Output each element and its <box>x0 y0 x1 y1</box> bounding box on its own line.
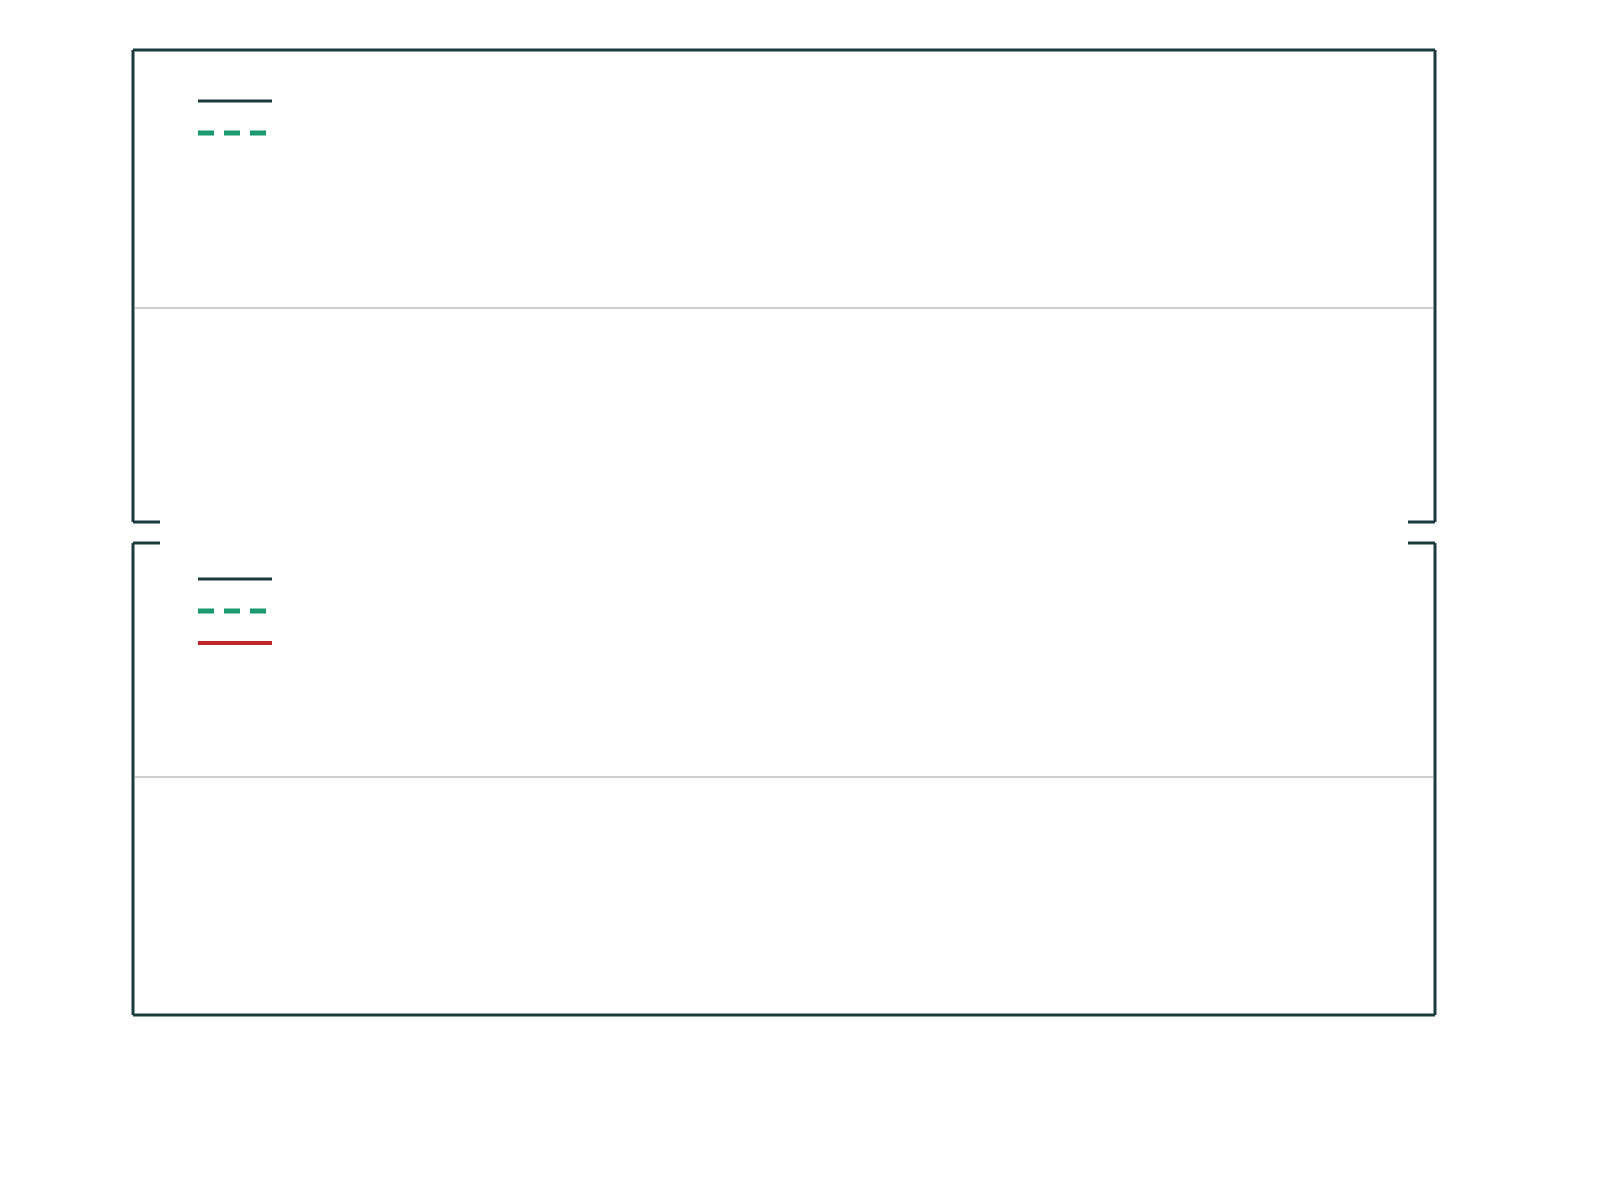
bottom-panel-frame <box>131 541 1437 1017</box>
bottom-legend <box>198 577 272 645</box>
top-legend <box>198 99 272 136</box>
top-panel-frame <box>131 48 1437 524</box>
